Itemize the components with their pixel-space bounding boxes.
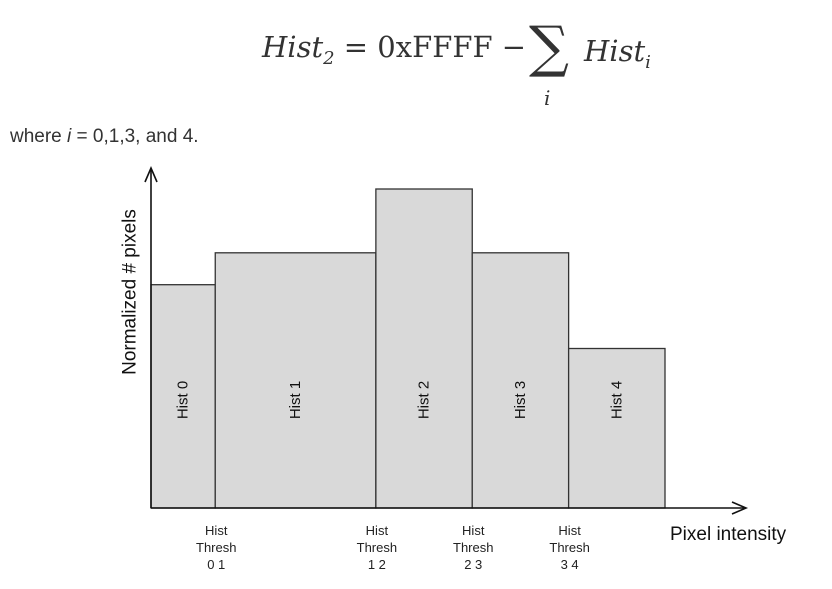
bar-label-4: Hist 4 [608, 381, 625, 419]
threshold-label-0-line-2: 0 1 [207, 557, 225, 572]
threshold-label-1-line-0: Hist [366, 523, 389, 538]
equation-lhs-sub: 2 [323, 48, 335, 69]
sigma-symbol: ∑ [529, 15, 569, 80]
threshold-label-3-line-2: 3 4 [561, 557, 579, 572]
bar-2 [375, 188, 473, 509]
sigma-subscript: i [544, 86, 551, 110]
threshold-label-1-line-2: 1 2 [368, 557, 386, 572]
x-axis-arrow [731, 501, 749, 515]
bar-label-1: Hist 1 [287, 381, 304, 419]
bar-label-0: Hist 0 [175, 381, 192, 419]
threshold-label-0-line-0: Hist [205, 523, 228, 538]
equation-rhs-sub: i [645, 52, 651, 73]
bar-4 [567, 347, 666, 509]
threshold-label-3-line-1: Thresh [549, 540, 589, 555]
equation-equals: = 0xFFFF − [343, 30, 527, 64]
where-prefix: where [10, 126, 68, 147]
bar-3 [471, 252, 570, 509]
threshold-label-2-line-1: Thresh [453, 540, 493, 555]
bar-1 [214, 252, 377, 509]
where-suffix: = 0,1,3, and 4. [71, 126, 199, 147]
y-axis-label: Normalized # pixels [120, 209, 141, 375]
equation-rhs: Histi [584, 34, 651, 73]
bar-label-3: Hist 3 [512, 381, 529, 419]
threshold-label-0-line-1: Thresh [196, 540, 236, 555]
x-axis-label: Pixel intensity [670, 524, 787, 545]
equation-lhs: Hist2 = 0xFFFF − [262, 30, 526, 69]
threshold-label-2-line-2: 2 3 [464, 557, 482, 572]
threshold-label-1-line-1: Thresh [357, 540, 397, 555]
where-clause: where i = 0,1,3, and 4. [10, 126, 199, 148]
threshold-label-2-line-0: Hist [462, 523, 485, 538]
summation: ∑ [520, 20, 578, 76]
equation-rhs-text: Hist [584, 34, 646, 68]
threshold-label-3-line-0: Hist [558, 523, 581, 538]
equation-lhs-text: Hist [262, 30, 324, 64]
y-axis-arrow [144, 165, 158, 183]
where-variable: i [67, 126, 72, 147]
bar-label-2: Hist 2 [416, 381, 433, 419]
